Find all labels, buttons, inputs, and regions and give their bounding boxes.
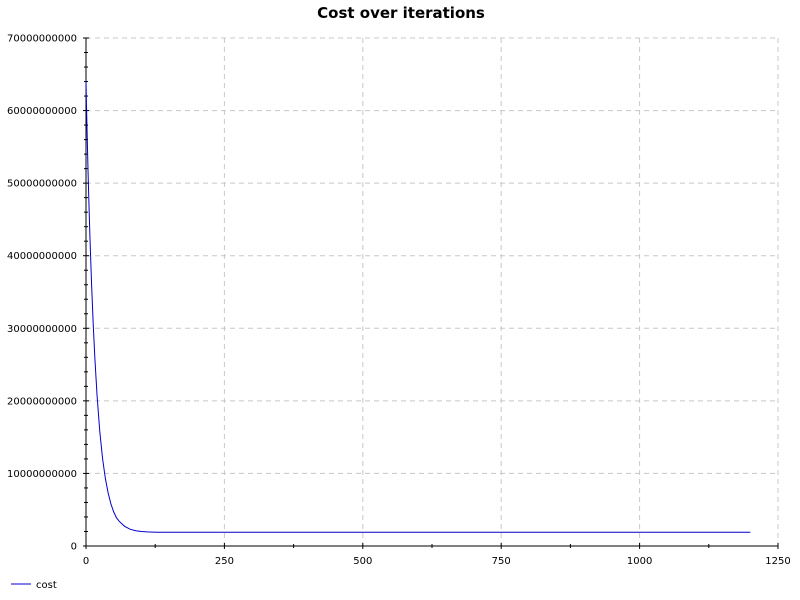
y-tick-label: 60000000000 — [7, 106, 77, 117]
x-tick-label: 500 — [353, 556, 372, 567]
y-tick-label: 30000000000 — [7, 324, 77, 335]
x-tick-label: 0 — [83, 556, 89, 567]
x-tick-label: 1250 — [765, 556, 790, 567]
axis-layer: 0 250 500 750 1000 1250 0 10000000000 2000000000… — [7, 34, 791, 568]
chart-title: Cost over iterations — [317, 4, 485, 22]
x-tick-label: 750 — [492, 556, 511, 567]
series-line-cost — [85, 81, 751, 533]
grid-layer — [86, 37, 779, 546]
x-tick-label: 250 — [215, 556, 234, 567]
y-tick-label: 20000000000 — [7, 396, 77, 407]
y-tick-label: 50000000000 — [7, 179, 77, 190]
series-layer — [85, 81, 751, 533]
y-tick-label: 0 — [71, 542, 77, 553]
y-tick-label: 70000000000 — [7, 34, 77, 45]
legend-label: cost — [36, 580, 57, 591]
legend: cost — [11, 580, 57, 591]
x-tick-label: 1000 — [627, 556, 652, 567]
y-tick-label: 40000000000 — [7, 251, 77, 262]
y-tick-label: 10000000000 — [7, 469, 77, 480]
